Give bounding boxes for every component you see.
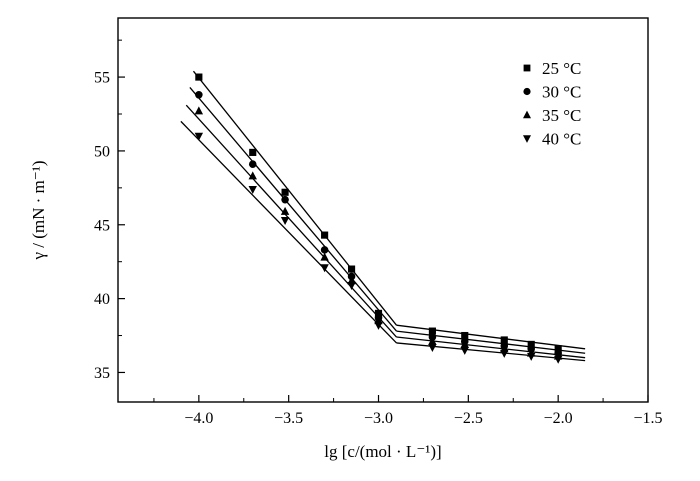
data-point [281,195,289,204]
data-point [320,252,329,261]
data-point [553,355,563,364]
data-point [280,216,290,225]
data-point [461,331,469,340]
x-tick-label: −1.5 [633,410,662,427]
legend-label: 40 °C [542,130,581,149]
fit-lines [180,70,586,362]
data-point [347,265,356,273]
data-point [374,309,383,317]
fit-line [396,324,586,350]
fit-line [185,104,397,338]
legend-label: 30 °C [542,83,581,102]
legend-marker [523,110,531,119]
fit-line [396,342,586,362]
data-point [374,321,383,330]
y-tick-label: 55 [94,70,110,87]
x-tick-label: −2.5 [454,410,483,427]
fit-line [396,330,586,354]
data-point [195,73,203,81]
data-point [500,336,508,344]
data-point [500,349,509,358]
fit-line [180,120,397,344]
legend-label: 25 °C [542,59,581,78]
data-point [321,231,329,239]
y-tick-label: 35 [94,365,110,382]
data-point [248,160,257,168]
fit-line [189,86,397,332]
data-point [194,132,204,141]
x-tick-label: −3.0 [364,410,393,427]
legend-marker [523,87,531,96]
x-tick-label: −4.0 [184,410,213,427]
legend-label: 35 °C [542,106,581,125]
data-point [280,206,290,215]
data-point [428,343,437,352]
data-point [428,327,436,335]
data-point [248,171,257,180]
x-tick-label: −3.5 [274,410,303,427]
x-tick-label: −2.0 [544,410,573,427]
legend: 25 °C 30 °C 35 °C 40 °C [523,59,581,149]
data-point [527,352,536,361]
data-point [527,340,535,348]
data-point [428,336,437,345]
legend-marker [523,64,531,72]
data-point [195,91,203,99]
plot-frame [117,17,649,403]
y-tick-label: 45 [94,217,110,234]
x-axis-label: lg [c/(mol · L⁻¹)] [324,442,441,461]
data-points [194,73,563,364]
data-point [248,185,257,194]
data-point [194,106,204,115]
data-point [460,339,469,348]
data-point [281,188,289,196]
data-point [249,148,257,156]
fit-line [192,70,397,326]
data-point [347,281,356,290]
data-point [320,264,329,273]
legend-marker [523,135,531,143]
axis-ticks: −4.0 −3.5 −3.0 −2.5 −2.0 −1.5 35 40 45 50 55 [94,39,663,427]
data-point [460,346,469,355]
fit-line [396,336,586,359]
y-axis-label: γ / (mN · m⁻¹) [29,160,48,260]
data-point [320,246,329,254]
y-tick-label: 50 [94,143,110,160]
y-tick-label: 40 [94,291,110,308]
data-point [554,345,562,353]
